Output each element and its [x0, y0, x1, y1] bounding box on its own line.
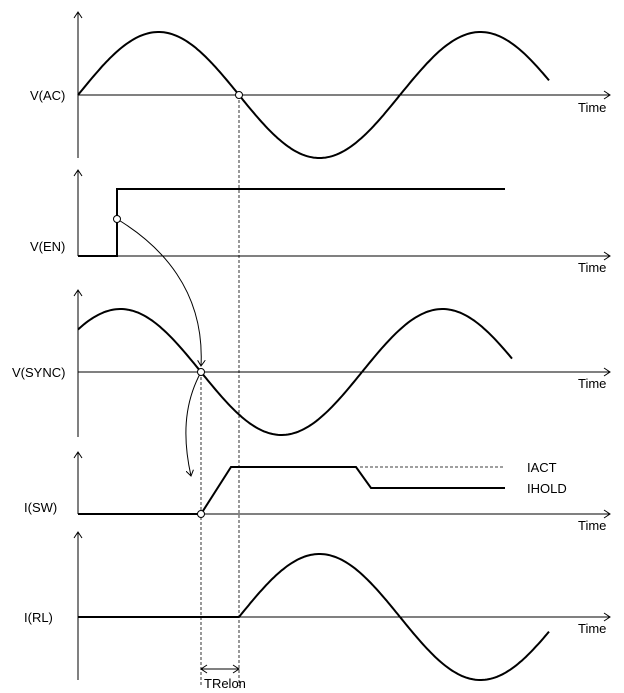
iact-label: IACT — [527, 460, 557, 475]
vsync-zero-cross-marker — [197, 368, 205, 376]
irl-panel: I(RL) Time — [24, 531, 611, 681]
isw-time-axis-arrow — [603, 509, 611, 519]
isw-waveform — [78, 466, 505, 515]
vac-zero-cross-marker — [235, 91, 243, 99]
ven-time-label: Time — [578, 260, 606, 275]
irl-waveform — [78, 553, 550, 681]
vac-time-label: Time — [578, 100, 606, 115]
ven-label: V(EN) — [30, 239, 65, 254]
trelon-right-arrowhead — [232, 664, 240, 674]
trelon-label: TRelon — [204, 676, 246, 691]
isw-y-axis-arrow — [73, 451, 83, 459]
vsync-waveform — [77, 308, 513, 436]
ven-time-axis-arrow — [603, 251, 611, 261]
isw-start-marker — [197, 510, 205, 518]
irl-time-label: Time — [578, 621, 606, 636]
irl-y-axis-arrow — [73, 531, 83, 539]
vsync-panel: V(SYNC) Time — [12, 289, 611, 437]
irl-label: I(RL) — [24, 610, 53, 625]
isw-label: I(SW) — [24, 500, 57, 515]
en-to-sync-arrow — [116, 218, 201, 366]
ven-edge-marker — [113, 215, 121, 223]
sync-to-sw-arrow — [185, 371, 202, 476]
irl-time-axis-arrow — [603, 612, 611, 622]
ven-waveform — [78, 188, 505, 257]
trelon-left-arrowhead — [200, 664, 208, 674]
vac-y-axis-arrow — [73, 11, 83, 19]
vsync-label: V(SYNC) — [12, 365, 65, 380]
vsync-time-label: Time — [578, 376, 606, 391]
vac-label: V(AC) — [30, 88, 65, 103]
trelon-span: TRelon — [200, 664, 246, 691]
ven-y-axis-arrow — [73, 169, 83, 177]
vsync-time-axis-arrow — [603, 367, 611, 377]
ihold-label: IHOLD — [527, 481, 567, 496]
vac-time-axis-arrow — [603, 90, 611, 100]
vsync-y-axis-arrow — [73, 289, 83, 297]
isw-panel: IACT IHOLD I(SW) Time — [24, 451, 611, 533]
vac-panel: V(AC) Time — [30, 11, 611, 159]
vac-waveform — [77, 31, 550, 159]
isw-time-label: Time — [578, 518, 606, 533]
